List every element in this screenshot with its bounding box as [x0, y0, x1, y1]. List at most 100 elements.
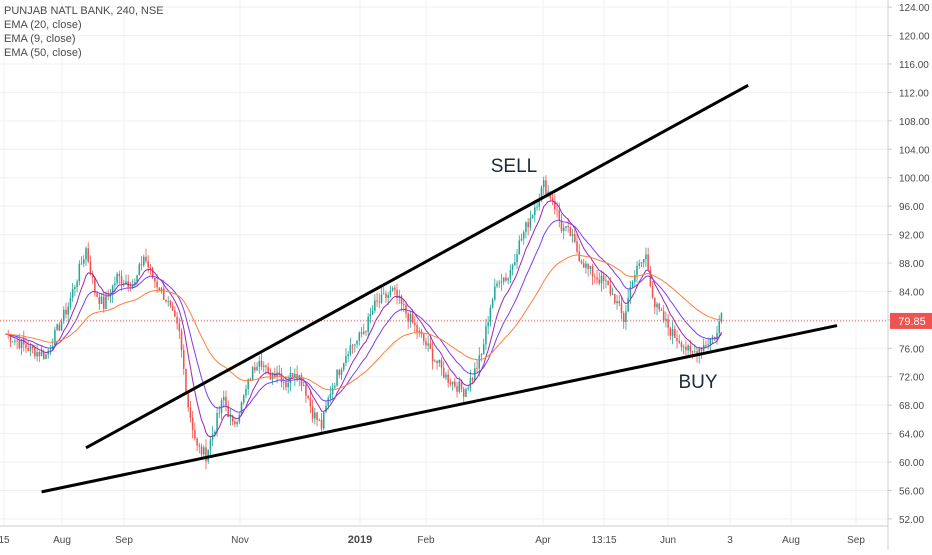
- candle: [660, 309, 663, 311]
- candle: [527, 222, 529, 228]
- candle: [54, 329, 56, 347]
- candle: [131, 284, 134, 289]
- candle: [396, 289, 398, 298]
- candle: [96, 293, 98, 297]
- candle: [485, 326, 487, 345]
- candle: [545, 180, 547, 195]
- candle: [678, 340, 681, 343]
- time-tick-label: 3: [727, 535, 733, 546]
- indicator-ema50[interactable]: EMA (50, close): [4, 47, 82, 59]
- candle: [62, 309, 65, 322]
- sell-annotation[interactable]: SELL: [491, 156, 537, 177]
- candle: [402, 303, 405, 305]
- candle: [167, 301, 169, 302]
- candles: [5, 175, 723, 470]
- candle: [676, 337, 678, 341]
- candle: [242, 395, 245, 403]
- candle: [345, 356, 347, 363]
- candle: [525, 222, 527, 233]
- candle: [474, 368, 476, 381]
- candle: [560, 220, 563, 231]
- indicator-ema9[interactable]: EMA (9, close): [4, 33, 76, 45]
- candle: [98, 296, 101, 304]
- candle: [640, 262, 643, 264]
- candle: [14, 340, 16, 342]
- candle: [351, 345, 354, 347]
- candle: [189, 407, 192, 418]
- time-axis[interactable]: 15 Aug Sep Nov 2019 Feb Apr 13:15 Jun 3 Aug Sep: [0, 534, 865, 546]
- candle: [218, 412, 221, 414]
- candle: [234, 421, 236, 425]
- price-tick-label: 100.00: [899, 174, 930, 185]
- candle: [476, 368, 478, 370]
- candle: [394, 287, 396, 290]
- candle: [565, 226, 567, 228]
- candle: [322, 412, 325, 429]
- time-tick-label: 15: [0, 535, 10, 546]
- candle: [382, 293, 385, 295]
- candle: [618, 301, 621, 304]
- candle: [56, 324, 58, 330]
- candle: [434, 360, 436, 362]
- candle: [314, 412, 316, 419]
- candle: [236, 421, 238, 425]
- candle: [294, 373, 296, 378]
- candle: [347, 354, 349, 357]
- buy-annotation[interactable]: BUY: [678, 372, 717, 393]
- candle: [591, 265, 594, 277]
- candle: [158, 287, 161, 292]
- candle: [89, 261, 92, 275]
- candle: [374, 300, 376, 311]
- price-tick-label: 60.00: [899, 458, 924, 469]
- trend-line-lower[interactable]: [41, 324, 838, 494]
- candle: [538, 200, 541, 207]
- candle: [585, 263, 587, 268]
- candle: [522, 232, 525, 239]
- trend-lines[interactable]: [41, 83, 838, 494]
- candle: [340, 369, 343, 375]
- candle: [540, 187, 543, 201]
- indicator-ema20[interactable]: EMA (20, close): [4, 19, 82, 31]
- candle: [302, 385, 305, 386]
- candle: [316, 412, 318, 421]
- candle: [185, 368, 187, 394]
- candle: [371, 310, 374, 315]
- candle: [38, 351, 41, 357]
- candle: [122, 283, 125, 285]
- candle: [689, 345, 692, 352]
- candle: [556, 209, 558, 211]
- candle: [458, 381, 461, 392]
- candle: [658, 303, 661, 310]
- candle: [202, 447, 205, 455]
- candle: [536, 206, 538, 208]
- price-axis[interactable]: 52.0056.0060.0064.0068.0072.0076.0080.00…: [888, 3, 930, 526]
- candle: [247, 379, 249, 389]
- time-tick-label: Aug: [782, 535, 800, 546]
- candle: [509, 269, 512, 279]
- candle: [198, 445, 201, 447]
- candle: [65, 309, 67, 315]
- candle: [296, 373, 298, 380]
- candle: [205, 447, 207, 462]
- candle: [651, 286, 654, 298]
- candle: [254, 367, 256, 371]
- candle: [114, 283, 116, 286]
- candle: [691, 351, 694, 353]
- candle: [611, 293, 614, 295]
- candle: [67, 306, 69, 315]
- candle: [531, 215, 534, 219]
- candle: [520, 238, 523, 241]
- trend-line-upper[interactable]: [85, 83, 749, 450]
- candle: [318, 419, 321, 421]
- candle: [29, 345, 32, 352]
- candle: [489, 307, 492, 323]
- candle: [620, 303, 623, 314]
- candle: [409, 313, 412, 322]
- candle: [471, 378, 474, 381]
- candle: [480, 354, 483, 356]
- candle: [194, 430, 196, 439]
- candle: [262, 365, 265, 367]
- candle: [222, 396, 225, 401]
